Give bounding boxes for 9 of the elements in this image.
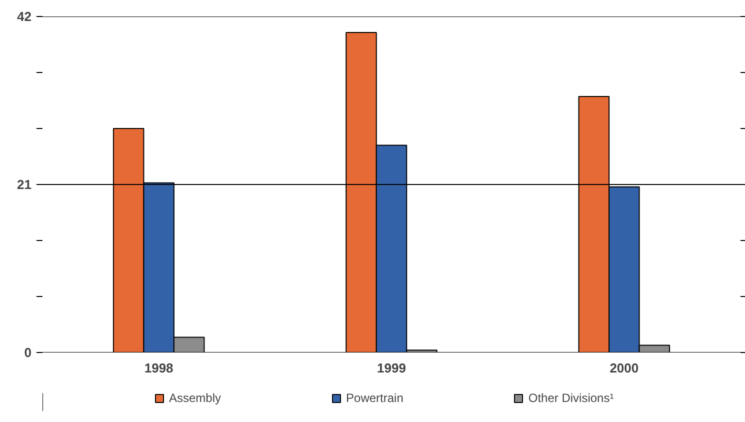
y-tick-label: 0 bbox=[24, 345, 32, 360]
y-tick-label: 42 bbox=[17, 9, 32, 24]
x-tick-label: 1999 bbox=[377, 360, 406, 376]
x-tick-label: 1998 bbox=[144, 360, 174, 376]
legend-label: Other Divisions¹ bbox=[528, 391, 614, 405]
legend-label: Powertrain bbox=[346, 391, 404, 405]
legend-label: Assembly bbox=[169, 391, 222, 405]
x-tick-label: 2000 bbox=[610, 360, 639, 376]
y-tick-label: 21 bbox=[17, 177, 32, 192]
